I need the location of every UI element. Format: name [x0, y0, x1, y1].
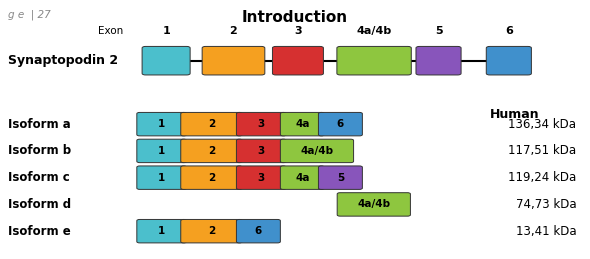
FancyBboxPatch shape: [237, 219, 280, 243]
FancyBboxPatch shape: [319, 112, 362, 136]
Text: 117,51 kDa: 117,51 kDa: [508, 145, 576, 157]
FancyBboxPatch shape: [280, 166, 325, 189]
Text: 1: 1: [162, 26, 170, 37]
FancyBboxPatch shape: [137, 166, 186, 189]
FancyBboxPatch shape: [237, 112, 286, 136]
FancyBboxPatch shape: [416, 46, 461, 75]
Text: 3: 3: [258, 173, 265, 183]
Text: Exon: Exon: [98, 26, 123, 37]
Text: 2: 2: [208, 119, 215, 129]
Text: 6: 6: [337, 119, 344, 129]
FancyBboxPatch shape: [273, 46, 323, 75]
FancyBboxPatch shape: [337, 193, 411, 216]
Text: 74,73 kDa: 74,73 kDa: [516, 198, 576, 211]
Text: 1: 1: [158, 146, 165, 156]
FancyBboxPatch shape: [280, 139, 353, 163]
Text: 119,24 kDa: 119,24 kDa: [508, 171, 576, 184]
Text: g e  | 27: g e | 27: [8, 10, 51, 20]
Text: Isoform b: Isoform b: [8, 145, 71, 157]
Text: Isoform e: Isoform e: [8, 225, 71, 238]
Text: 4a/4b: 4a/4b: [300, 146, 333, 156]
FancyBboxPatch shape: [181, 139, 242, 163]
Text: Isoform d: Isoform d: [8, 198, 71, 211]
Text: 4a/4b: 4a/4b: [356, 26, 392, 37]
Text: Isoform c: Isoform c: [8, 171, 70, 184]
FancyBboxPatch shape: [137, 139, 186, 163]
FancyBboxPatch shape: [181, 219, 242, 243]
Text: 3: 3: [258, 119, 265, 129]
Text: 6: 6: [505, 26, 513, 37]
Text: 3: 3: [258, 146, 265, 156]
FancyBboxPatch shape: [181, 166, 242, 189]
FancyBboxPatch shape: [137, 112, 186, 136]
Text: 4a: 4a: [295, 173, 310, 183]
Text: 4a/4b: 4a/4b: [357, 199, 391, 210]
Text: 2: 2: [208, 226, 215, 236]
Text: 1: 1: [158, 226, 165, 236]
FancyBboxPatch shape: [319, 166, 362, 189]
Text: 1: 1: [158, 119, 165, 129]
Text: 2: 2: [208, 173, 215, 183]
Text: Human: Human: [490, 107, 539, 121]
FancyBboxPatch shape: [337, 46, 411, 75]
Text: 4a: 4a: [295, 119, 310, 129]
FancyBboxPatch shape: [486, 46, 532, 75]
Text: 3: 3: [294, 26, 301, 37]
Text: 1: 1: [158, 173, 165, 183]
Text: Introduction: Introduction: [242, 10, 348, 25]
Text: 5: 5: [337, 173, 344, 183]
FancyBboxPatch shape: [280, 112, 325, 136]
Text: 6: 6: [255, 226, 262, 236]
Text: Isoform a: Isoform a: [8, 118, 71, 131]
Text: 136,34 kDa: 136,34 kDa: [508, 118, 576, 131]
Text: 13,41 kDa: 13,41 kDa: [516, 225, 576, 238]
FancyBboxPatch shape: [202, 46, 265, 75]
FancyBboxPatch shape: [137, 219, 186, 243]
FancyBboxPatch shape: [142, 46, 190, 75]
Text: 2: 2: [230, 26, 237, 37]
FancyBboxPatch shape: [237, 139, 286, 163]
FancyBboxPatch shape: [181, 112, 242, 136]
Text: 2: 2: [208, 146, 215, 156]
Text: 5: 5: [435, 26, 442, 37]
Text: Synaptopodin 2: Synaptopodin 2: [8, 54, 118, 67]
FancyBboxPatch shape: [237, 166, 286, 189]
